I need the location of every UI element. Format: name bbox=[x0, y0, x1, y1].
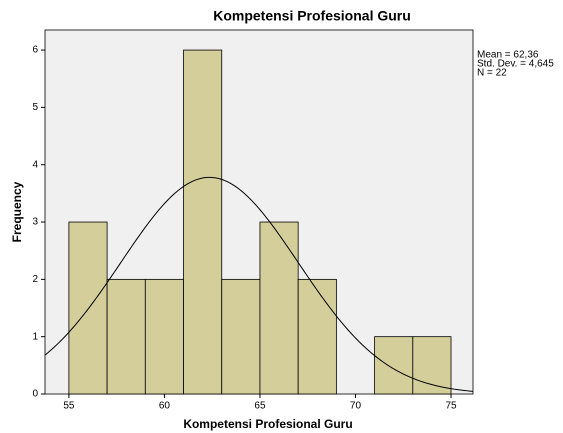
y-tick-label: 0 bbox=[32, 389, 38, 400]
annotation: Std. Dev. = 4,645 bbox=[477, 59, 554, 70]
x-tick-label: 60 bbox=[159, 401, 171, 412]
bar bbox=[106, 278, 146, 395]
chart-title: Kompetensi Profesional Guru bbox=[213, 8, 411, 24]
x-tick-label: 55 bbox=[63, 401, 75, 412]
bar bbox=[374, 336, 414, 395]
x-tick-label: 65 bbox=[254, 401, 266, 412]
bar bbox=[68, 221, 108, 395]
y-tick-label: 4 bbox=[32, 159, 38, 170]
x-axis-label: Kompetensi Profesional Guru bbox=[183, 417, 352, 431]
bar bbox=[297, 278, 337, 395]
y-tick-label: 2 bbox=[32, 274, 38, 285]
bar bbox=[144, 278, 184, 395]
bar bbox=[412, 336, 452, 395]
y-axis-label: Frequency bbox=[10, 181, 24, 242]
bar bbox=[183, 49, 223, 395]
y-tick-label: 1 bbox=[32, 331, 38, 342]
y-tick-label: 6 bbox=[32, 45, 38, 56]
bar bbox=[259, 221, 299, 395]
annotation: N = 22 bbox=[477, 68, 507, 79]
x-tick-label: 70 bbox=[350, 401, 362, 412]
y-tick-label: 5 bbox=[32, 102, 38, 113]
normal-curve bbox=[44, 176, 474, 392]
x-tick-label: 75 bbox=[445, 401, 457, 412]
y-tick-label: 3 bbox=[32, 217, 38, 228]
bar bbox=[221, 278, 261, 395]
annotation: Mean = 62,36 bbox=[477, 50, 539, 61]
